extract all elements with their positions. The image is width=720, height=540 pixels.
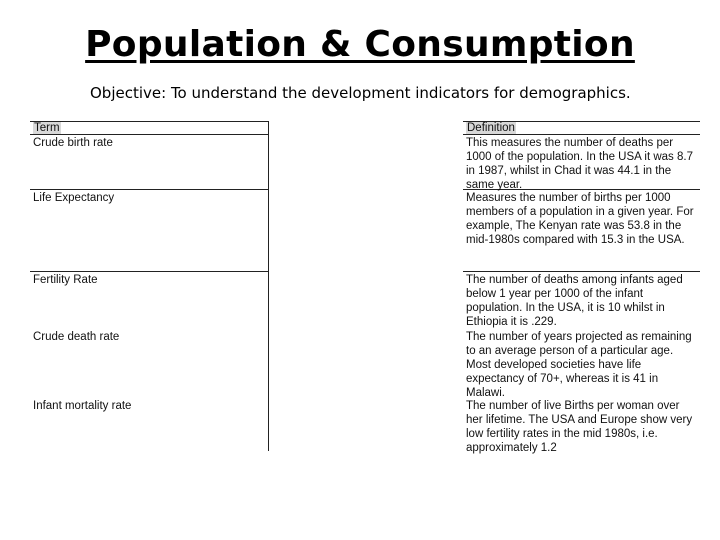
definition-item: The number of live Births per woman over… (466, 400, 693, 454)
definition-item: The number of years projected as remaini… (466, 331, 692, 399)
table-border (30, 189, 269, 190)
table-border (30, 271, 269, 272)
table-border (463, 134, 700, 135)
term-life-expectancy: Life Expectancy (33, 192, 115, 204)
term-crude-birth-rate: Crude birth rate (33, 137, 113, 149)
term-infant-mortality-rate: Infant mortality rate (33, 400, 132, 412)
definition-item: The number of deaths among infants aged … (466, 274, 683, 328)
table-border (268, 121, 269, 451)
table-border (463, 121, 700, 122)
terms-header: Term (33, 122, 61, 134)
objective-text: Objective: To understand the development… (90, 84, 631, 102)
table-border (30, 121, 269, 122)
page-title: Population & Consumption (85, 24, 635, 65)
table-border (30, 134, 269, 135)
table-border (463, 189, 700, 190)
definition-item: This measures the number of deaths per 1… (466, 137, 693, 191)
term-crude-death-rate: Crude death rate (33, 331, 120, 343)
term-fertility-rate: Fertility Rate (33, 274, 98, 286)
definition-item: Measures the number of births per 1000 m… (466, 192, 694, 246)
definitions-header: Definition (466, 122, 516, 134)
table-border (463, 271, 700, 272)
